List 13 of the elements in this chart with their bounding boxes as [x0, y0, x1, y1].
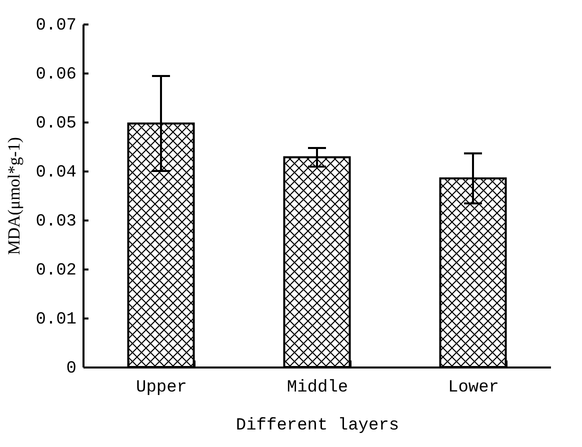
y-tick-label: 0.04	[36, 164, 76, 182]
y-axis-title: MDA(μmol*g-1)	[4, 137, 24, 255]
y-tick-label: 0.05	[36, 114, 76, 134]
y-tick-label: 0.02	[36, 262, 76, 280]
y-tick-label: 0.07	[36, 16, 76, 36]
y-tick-label: 0	[66, 360, 76, 378]
x-tick-label: Lower	[448, 378, 500, 398]
y-tick-label: 0.03	[36, 212, 76, 232]
y-tick-label: 0.01	[36, 310, 76, 330]
x-axis-title: Different layers	[236, 416, 400, 436]
y-tick-label: 0.06	[36, 66, 76, 84]
x-tick-label: Upper	[136, 378, 188, 398]
x-tick-label: Middle	[286, 378, 348, 398]
